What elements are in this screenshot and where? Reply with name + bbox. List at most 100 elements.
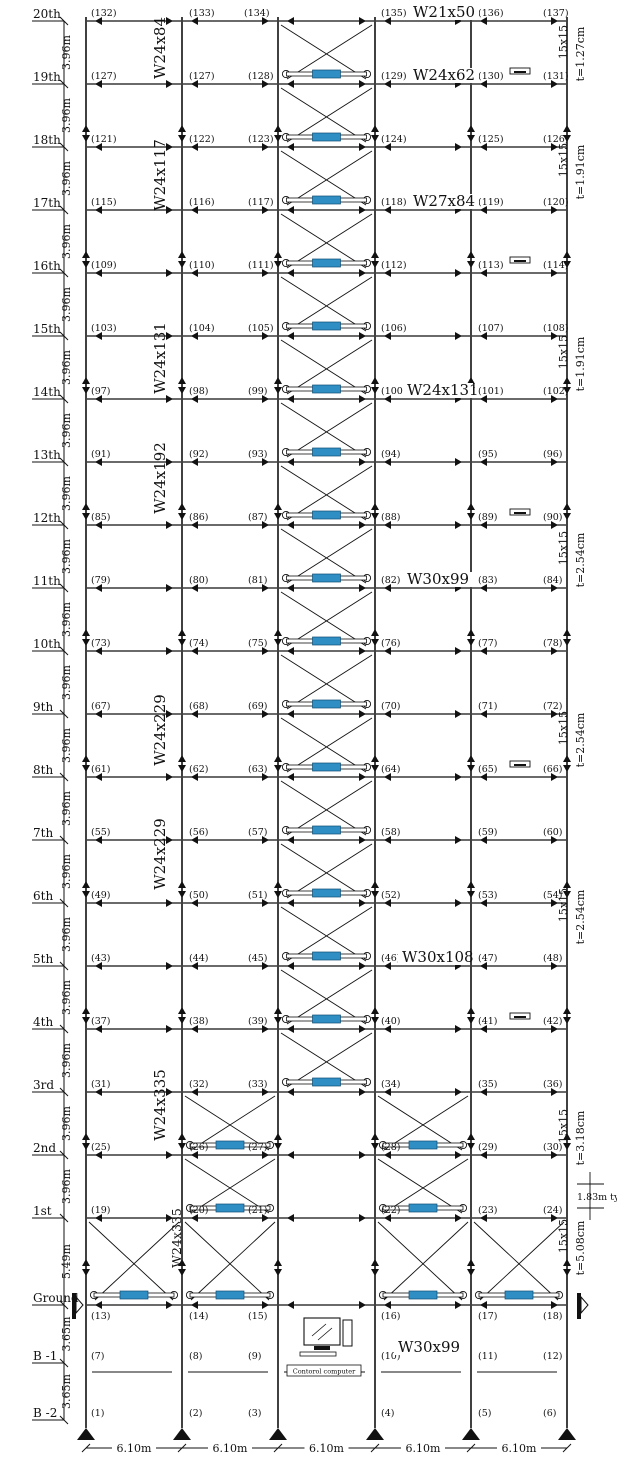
node-label: (132) xyxy=(91,8,117,19)
pin-connection-icon xyxy=(551,80,558,88)
pin-connection-icon xyxy=(359,143,366,151)
pin-connection-icon xyxy=(480,80,487,88)
pin-connection-icon xyxy=(287,584,294,592)
splice-icon xyxy=(178,125,186,132)
node-label: (41) xyxy=(478,1016,498,1027)
splice-icon xyxy=(467,881,475,888)
node-label: (133) xyxy=(189,8,215,19)
dimension-tick xyxy=(370,1443,380,1453)
node-label: (101) xyxy=(478,386,504,397)
beam-label-bg xyxy=(409,68,479,83)
tube-size-label: 15x15 xyxy=(557,711,570,745)
ground-restraint-icon xyxy=(580,1295,589,1315)
node-label: (122) xyxy=(189,134,215,145)
pin-connection-icon xyxy=(191,710,198,718)
node-label: (13) xyxy=(91,1311,111,1322)
splice-icon xyxy=(274,377,282,384)
damper-cylinder xyxy=(408,1290,438,1300)
level-label-15: 5th xyxy=(33,952,53,966)
pin-connection-icon xyxy=(287,521,294,529)
splice-icon xyxy=(178,891,186,898)
pin-connection-icon xyxy=(95,584,102,592)
pin-connection-icon xyxy=(455,710,462,718)
node-label: (19) xyxy=(91,1205,111,1216)
brace-line xyxy=(190,1221,276,1301)
pin-connection-icon xyxy=(551,899,558,907)
node-label: (22) xyxy=(381,1205,401,1216)
pin-connection-icon xyxy=(551,458,558,466)
pin-connection-icon xyxy=(455,332,462,340)
pin-connection-icon xyxy=(480,206,487,214)
damper-cylinder xyxy=(215,1290,245,1300)
pin-connection-icon xyxy=(287,962,294,970)
pin-connection-icon xyxy=(191,332,198,340)
brace-line xyxy=(383,1095,469,1151)
ground-restraint-icon xyxy=(577,1293,581,1319)
pin-connection-icon xyxy=(480,332,487,340)
brace-line xyxy=(286,591,373,647)
node-label: (55) xyxy=(91,827,111,838)
pin-connection-icon xyxy=(455,458,462,466)
node-label: (28) xyxy=(381,1142,401,1153)
pin-connection-icon xyxy=(359,1301,366,1309)
splice-icon xyxy=(178,377,186,384)
splice-icon xyxy=(82,261,90,268)
pin-connection-icon xyxy=(455,836,462,844)
damper-cylinder xyxy=(312,195,341,205)
splice-icon xyxy=(82,891,90,898)
pin-connection-icon xyxy=(191,1301,198,1309)
node-label: (107) xyxy=(478,323,504,334)
splice-icon xyxy=(274,125,282,132)
damper-cylinder xyxy=(312,825,341,835)
splice-icon xyxy=(563,1269,571,1276)
pin-connection-icon xyxy=(384,269,391,277)
splice-icon xyxy=(178,765,186,772)
node-label: (15) xyxy=(248,1311,268,1322)
level-label-22: B -2 xyxy=(33,1406,57,1420)
column-section-label: W24x131 xyxy=(151,322,169,394)
pin-connection-icon xyxy=(384,836,391,844)
bay-dim-bg xyxy=(208,1441,252,1454)
node-label: (96) xyxy=(543,449,563,460)
level-label-3: 17th xyxy=(33,196,61,210)
pin-connection-icon xyxy=(95,836,102,844)
computer-screen-glare xyxy=(317,1327,333,1341)
node-label: (21) xyxy=(248,1205,268,1216)
level-label-18: 2nd xyxy=(33,1141,56,1155)
pin-connection-icon xyxy=(480,17,487,25)
node-label: (127) xyxy=(189,71,215,82)
node-label: (31) xyxy=(91,1079,111,1090)
level-label-20: Ground xyxy=(33,1291,79,1305)
pin-connection-icon xyxy=(262,1301,269,1309)
pin-connection-icon xyxy=(480,1088,487,1096)
node-label: (126) xyxy=(543,134,569,145)
tube-size-label: 15x15 xyxy=(557,531,570,565)
splice-icon xyxy=(178,755,186,762)
node-label: (7) xyxy=(91,1351,104,1362)
splice-icon xyxy=(563,1133,571,1140)
level-label-9: 11th xyxy=(33,574,61,588)
tube-thickness-label: t=1.91cm xyxy=(574,144,587,199)
pin-connection-icon xyxy=(551,836,558,844)
pin-support-icon xyxy=(366,1428,384,1440)
pin-connection-icon xyxy=(384,143,391,151)
splice-icon xyxy=(178,513,186,520)
pin-connection-icon xyxy=(384,206,391,214)
splice-icon xyxy=(178,135,186,142)
node-label: (128) xyxy=(248,71,274,82)
pin-connection-icon xyxy=(166,1025,173,1033)
node-label: (78) xyxy=(543,638,563,649)
pin-connection-icon xyxy=(384,773,391,781)
pin-connection-icon xyxy=(287,1151,294,1159)
brace-line xyxy=(280,87,367,143)
tube-size-label: 15x15 xyxy=(557,25,570,59)
node-label: (1) xyxy=(91,1408,104,1419)
node-label: (8) xyxy=(189,1351,202,1362)
brace-line xyxy=(286,276,373,332)
pin-connection-icon xyxy=(262,458,269,466)
storey-height-5: 3.96m xyxy=(60,349,73,384)
storey-height-7: 3.96m xyxy=(60,475,73,510)
dimension-tick xyxy=(466,1443,476,1453)
splice-icon xyxy=(467,125,475,132)
